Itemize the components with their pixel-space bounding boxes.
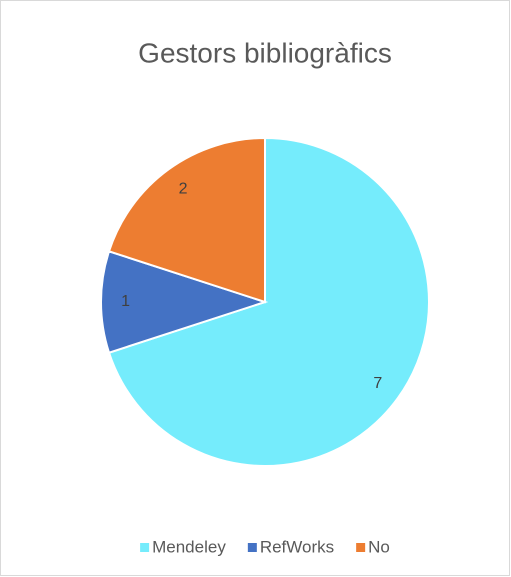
pie-slice: [107, 136, 266, 304]
data-label: 2: [179, 180, 188, 197]
legend-swatch: [140, 543, 150, 552]
legend-label: RefWorks: [260, 537, 334, 556]
pie-slice: [107, 136, 430, 467]
data-label: 7: [373, 375, 382, 392]
pie-slice: [100, 250, 269, 354]
legend-swatch: [356, 543, 366, 552]
legend-swatch: [247, 543, 257, 552]
legend-label: Mendeley: [152, 537, 226, 556]
legend-label: No: [368, 537, 390, 556]
data-label: 1: [121, 293, 130, 310]
chart-title: Gestors bibliogràfics: [138, 37, 392, 68]
